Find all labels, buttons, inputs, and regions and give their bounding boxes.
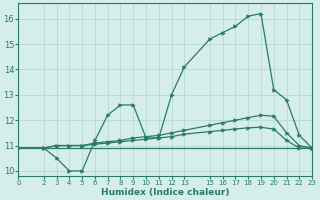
X-axis label: Humidex (Indice chaleur): Humidex (Indice chaleur) — [101, 188, 229, 197]
